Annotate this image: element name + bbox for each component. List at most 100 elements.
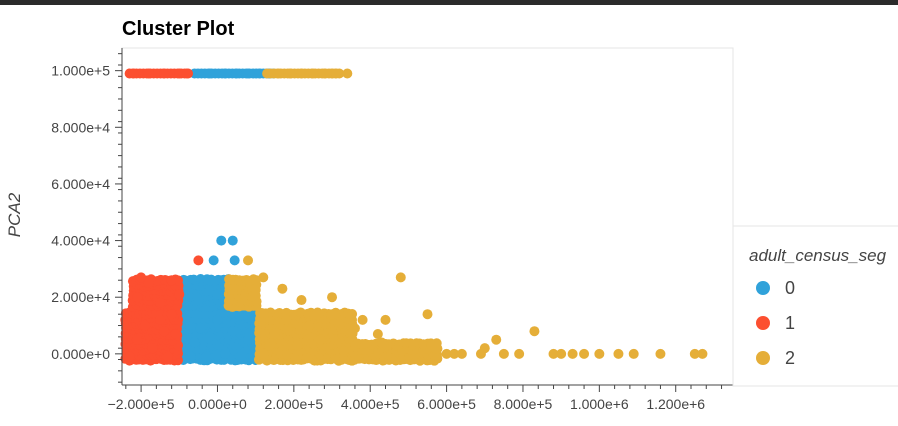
- data-point: [243, 68, 254, 79]
- legend: adult_census_seg 0 1 2: [732, 225, 898, 387]
- data-point: [456, 348, 467, 359]
- data-point: [155, 314, 166, 325]
- x-tick-label: 6.000e+5: [417, 396, 476, 412]
- data-point: [342, 68, 353, 79]
- data-point: [193, 295, 204, 306]
- data-point: [195, 323, 206, 334]
- data-point: [441, 348, 452, 359]
- data-point: [281, 314, 292, 325]
- data-point: [567, 348, 578, 359]
- y-tick-label: 8.000e+4: [51, 119, 110, 135]
- data-point: [449, 348, 460, 359]
- data-point: [216, 235, 227, 246]
- data-point: [296, 68, 307, 79]
- data-point: [514, 348, 525, 359]
- data-point: [307, 68, 318, 79]
- y-axis-label: PCA2: [5, 192, 24, 237]
- data-point: [227, 235, 238, 246]
- data-point: [319, 68, 330, 79]
- data-point: [174, 68, 185, 79]
- data-point: [311, 309, 322, 320]
- data-point: [143, 278, 154, 289]
- data-point: [315, 334, 326, 345]
- data-point: [347, 308, 358, 319]
- data-point: [235, 351, 246, 362]
- data-point: [204, 331, 215, 342]
- data-point: [498, 348, 509, 359]
- data-point: [159, 68, 170, 79]
- data-point: [422, 309, 433, 320]
- data-point: [689, 348, 700, 359]
- data-point: [338, 346, 349, 357]
- data-point: [395, 272, 406, 283]
- x-tick-label: 0.000e+0: [188, 396, 247, 412]
- data-point: [162, 351, 173, 362]
- data-point: [285, 68, 296, 79]
- data-point: [159, 326, 170, 337]
- data-point: [132, 334, 143, 345]
- data-point: [613, 348, 624, 359]
- data-point: [269, 329, 280, 340]
- series-2: [223, 68, 708, 366]
- data-point: [579, 348, 590, 359]
- data-point: [227, 326, 238, 337]
- data-point: [229, 255, 240, 266]
- data-point: [212, 289, 223, 300]
- data-point: [243, 255, 254, 266]
- y-tick-label: 6.000e+4: [51, 176, 110, 192]
- data-point: [655, 348, 666, 359]
- data-point: [181, 280, 192, 291]
- data-point: [185, 351, 196, 362]
- series-1: [120, 68, 204, 366]
- series-0: [177, 68, 279, 366]
- chart-title: Cluster Plot: [122, 18, 235, 40]
- y-tick-label: 0.000e+0: [51, 346, 110, 362]
- data-point: [327, 292, 338, 303]
- data-point: [372, 329, 383, 340]
- data-point: [147, 343, 158, 354]
- data-point: [193, 255, 204, 266]
- data-point: [143, 68, 154, 79]
- data-point: [273, 68, 284, 79]
- data-point: [243, 334, 254, 345]
- data-point: [201, 351, 212, 362]
- data-point: [380, 314, 391, 325]
- x-tick-label: 1.200e+6: [646, 396, 705, 412]
- data-point: [155, 297, 166, 308]
- data-point: [548, 348, 559, 359]
- data-point: [174, 289, 185, 300]
- y-tick-label: 1.000e+5: [51, 63, 110, 79]
- y-tick-label: 4.000e+4: [51, 233, 110, 249]
- data-point: [181, 68, 192, 79]
- legend-label-0: 0: [785, 278, 795, 298]
- x-tick-label: 4.000e+5: [341, 396, 400, 412]
- legend-label-1: 1: [785, 313, 795, 333]
- points-layer: [120, 68, 708, 366]
- data-point: [166, 275, 177, 286]
- data-point: [327, 309, 338, 320]
- x-tick-label: 1.000e+6: [570, 396, 629, 412]
- data-point: [697, 348, 708, 359]
- data-point: [166, 309, 177, 320]
- legend-marker-1: [756, 316, 770, 330]
- axes-layer: −2.000e+5 0.000e+0 2.000e+5 4.000e+5 6.000e+…: [51, 48, 733, 412]
- data-point: [220, 68, 231, 79]
- data-point: [357, 314, 368, 325]
- data-point: [258, 272, 269, 283]
- data-point: [258, 348, 269, 359]
- data-point: [296, 295, 307, 306]
- data-point: [594, 348, 605, 359]
- data-point: [529, 326, 540, 337]
- data-point: [212, 314, 223, 325]
- data-point: [220, 348, 231, 359]
- data-point: [330, 68, 341, 79]
- data-point: [170, 329, 181, 340]
- data-point: [376, 337, 387, 348]
- data-point: [189, 337, 200, 348]
- data-point: [277, 283, 288, 294]
- x-tick-label: 8.000e+5: [494, 396, 553, 412]
- legend-title: adult_census_seg: [749, 246, 887, 265]
- data-point: [556, 348, 567, 359]
- data-point: [628, 348, 639, 359]
